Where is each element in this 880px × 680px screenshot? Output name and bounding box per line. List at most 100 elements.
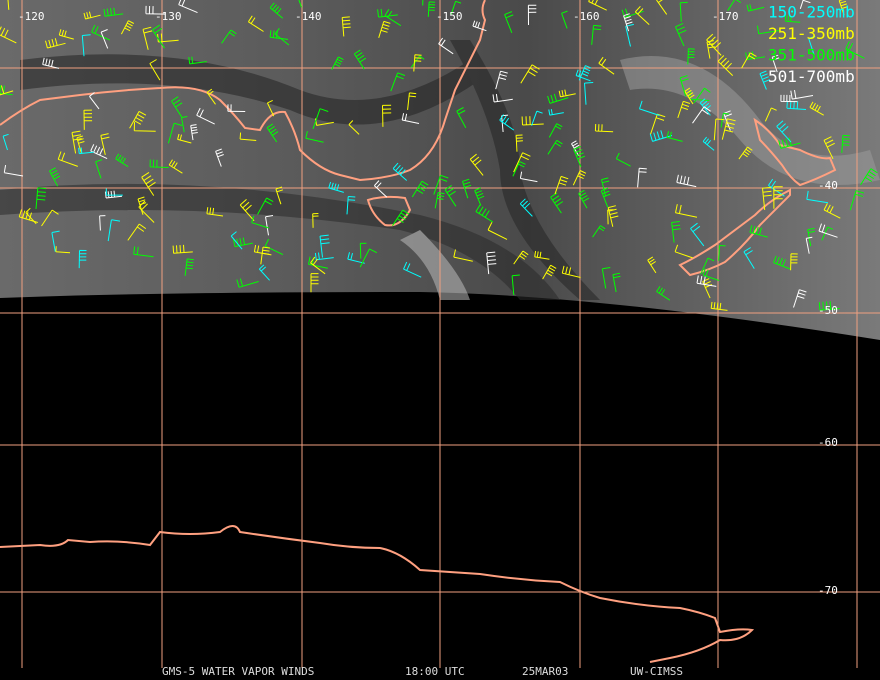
wind-barb: [382, 104, 392, 127]
wind-barb: [353, 49, 367, 70]
wind-barb: [305, 131, 324, 143]
wind-barb: [561, 265, 581, 278]
footer-text: 25MAR03: [522, 665, 568, 678]
wind-barb: [310, 256, 326, 275]
wind-barb: [444, 184, 457, 207]
wind-barb: [594, 123, 614, 133]
wind-barb: [90, 144, 108, 160]
wind-barb: [184, 258, 194, 276]
wind-barb: [647, 256, 657, 274]
wind-barb: [251, 215, 269, 229]
footer: GMS-5 WATER VAPOR WINDS 18:00 UTC 25MAR03 U…: [162, 665, 683, 678]
wind-barb: [384, 9, 402, 27]
wind-barb: [578, 189, 590, 209]
wind-barb: [571, 140, 580, 157]
wind-barb: [41, 209, 59, 227]
wind-barb: [706, 33, 722, 56]
footer-text: 18:00 UTC: [405, 665, 465, 678]
wind-barb: [474, 187, 485, 206]
wind-barb: [601, 267, 611, 289]
wind-barb: [718, 245, 726, 261]
wind-barb: [520, 64, 540, 84]
wind-barb: [591, 24, 602, 45]
wind-barb: [422, 0, 424, 6]
longitude-label: -140: [295, 10, 322, 23]
wind-barb: [100, 29, 109, 49]
wind-barb: [675, 204, 698, 218]
wind-barb: [700, 257, 715, 275]
wind-barb: [809, 101, 824, 116]
wind-barb: [81, 34, 91, 57]
grid-labels: -120 -130 -140 -150 -160 -170 -40 -50 -60 -70: [18, 10, 838, 597]
wind-barb: [600, 187, 611, 208]
wind-barb: [151, 24, 165, 49]
wind-barb: [823, 203, 841, 219]
wind-barb: [49, 167, 61, 187]
wind-barb: [83, 109, 93, 130]
wind-barb: [390, 72, 406, 92]
wind-barb: [675, 22, 687, 47]
wind-barb: [239, 132, 257, 141]
wind-barb: [78, 249, 87, 269]
longitude-label: -130: [155, 10, 182, 23]
wind-barb: [519, 198, 533, 217]
wind-barb: [269, 2, 284, 19]
wind-barb: [319, 234, 330, 258]
wind-barb: [475, 204, 494, 223]
wind-barb: [103, 7, 124, 17]
legend-entry: 351-500mb: [768, 46, 855, 65]
wind-barb: [793, 289, 807, 308]
new-zealand-south: [678, 188, 791, 277]
wind-barb: [133, 246, 154, 258]
wind-barb: [312, 108, 329, 129]
wind-barb: [823, 136, 835, 160]
antarctica-coast: [0, 525, 755, 663]
wind-barb: [841, 134, 850, 153]
wind-barb: [679, 75, 689, 97]
wind-barb: [57, 151, 78, 167]
wind-barb: [171, 96, 183, 119]
wind-barb: [554, 175, 569, 195]
wind-barb: [592, 225, 606, 238]
wind-barb: [260, 246, 270, 265]
wind-barb: [805, 236, 813, 254]
wind-barb: [100, 133, 110, 156]
wind-barb: [89, 92, 100, 110]
wind-barb: [265, 215, 274, 236]
wind-barb: [236, 278, 259, 288]
wind-barb: [838, 0, 848, 16]
footer-text: GMS-5 WATER VAPOR WINDS: [162, 665, 314, 678]
latitude-label: -50: [818, 304, 838, 317]
wind-barb: [469, 153, 484, 176]
wind-barb: [721, 118, 736, 140]
wind-barb: [821, 226, 834, 241]
wind-barb: [341, 16, 351, 37]
wind-barb: [168, 159, 183, 174]
wind-barb: [149, 159, 169, 168]
wind-barb: [0, 26, 17, 44]
wind-barb: [495, 70, 508, 90]
wind-barb: [849, 190, 865, 211]
wind-barb: [142, 26, 153, 50]
wind-barb: [433, 174, 449, 195]
wind-barb: [359, 248, 378, 268]
wind-barb: [790, 90, 814, 100]
wind-barb: [818, 301, 840, 311]
wind-barb: [42, 57, 60, 69]
latitude-label: -40: [818, 179, 838, 192]
wind-barb: [266, 123, 279, 143]
wind-barb: [427, 1, 436, 17]
wind-barb: [684, 87, 695, 105]
wind-barb: [666, 131, 683, 142]
wind-barb: [71, 130, 82, 154]
wind-barb: [575, 69, 591, 82]
wind-barb: [547, 139, 563, 155]
wind-barb: [413, 54, 422, 72]
wind-barb: [778, 137, 801, 149]
wind-barb: [181, 116, 188, 133]
wind-barb: [239, 199, 255, 222]
longitude-label: -120: [18, 10, 45, 23]
wind-barb: [127, 223, 147, 241]
wind-barb: [679, 1, 688, 22]
